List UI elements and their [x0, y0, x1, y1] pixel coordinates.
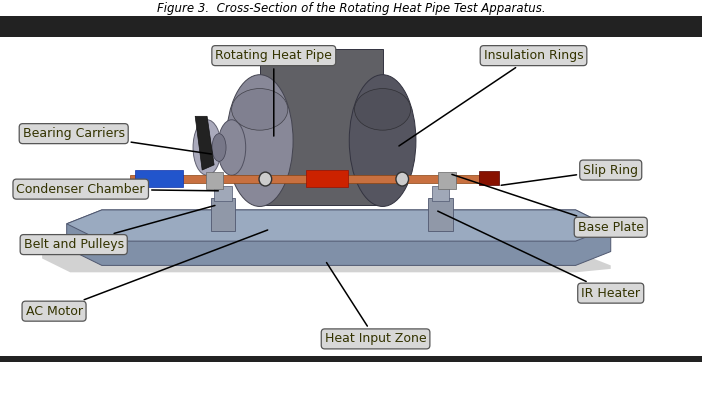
Bar	[438, 172, 456, 189]
Bar	[0, 16, 702, 37]
Bar	[130, 175, 488, 183]
Text: IR Heater: IR Heater	[438, 211, 640, 299]
Text: Heat Input Zone: Heat Input Zone	[325, 262, 426, 346]
Ellipse shape	[259, 172, 272, 186]
Polygon shape	[42, 251, 611, 272]
Bar	[479, 171, 499, 185]
Bar	[135, 170, 183, 187]
Text: Base Plate: Base Plate	[452, 175, 644, 234]
Ellipse shape	[212, 134, 226, 162]
Text: Insulation Rings: Insulation Rings	[399, 49, 583, 146]
Text: Rotating Heat Pipe: Rotating Heat Pipe	[216, 49, 332, 136]
Ellipse shape	[226, 75, 293, 206]
Polygon shape	[195, 116, 214, 170]
Bar	[432, 186, 449, 201]
Ellipse shape	[232, 89, 288, 130]
Bar	[428, 198, 453, 231]
Polygon shape	[67, 210, 611, 266]
Text: Slip Ring: Slip Ring	[501, 164, 638, 185]
Text: AC Motor: AC Motor	[25, 230, 267, 318]
Bar	[260, 49, 383, 205]
Bar	[0, 356, 702, 362]
Ellipse shape	[349, 75, 416, 206]
Ellipse shape	[193, 120, 221, 175]
Ellipse shape	[355, 89, 411, 130]
Bar	[211, 198, 235, 231]
Ellipse shape	[218, 120, 246, 175]
Text: Figure 3.  Cross-Section of the Rotating Heat Pipe Test Apparatus.: Figure 3. Cross-Section of the Rotating …	[157, 2, 545, 15]
Bar	[214, 186, 232, 201]
Polygon shape	[67, 210, 611, 241]
Text: Bearing Carriers: Bearing Carriers	[22, 127, 211, 154]
Text: Condenser Chamber: Condenser Chamber	[16, 183, 218, 195]
Bar	[306, 170, 348, 187]
Text: Belt and Pulleys: Belt and Pulleys	[24, 205, 215, 251]
Ellipse shape	[396, 172, 409, 186]
Bar	[206, 172, 223, 189]
